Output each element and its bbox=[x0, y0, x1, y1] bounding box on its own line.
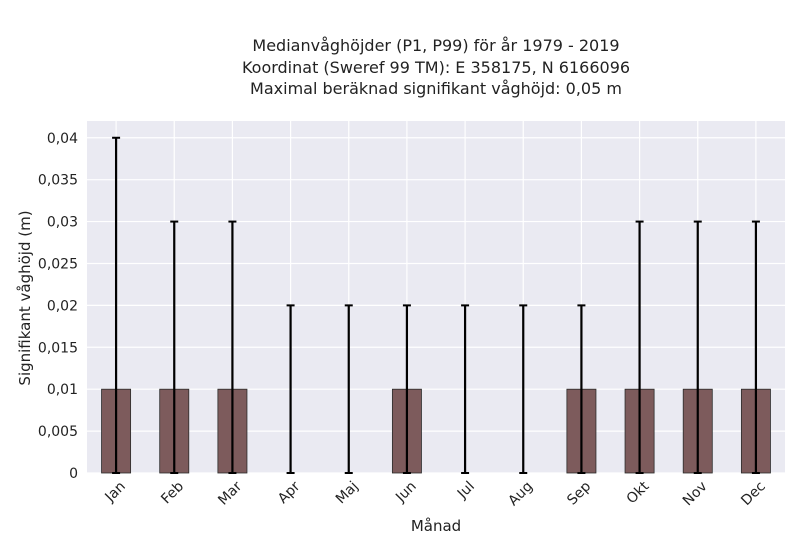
x-tick-label: Jan bbox=[102, 479, 129, 506]
y-tick-label: 0,015 bbox=[38, 340, 78, 356]
x-tick-label: Nov bbox=[680, 479, 711, 510]
x-tick-label: Aug bbox=[505, 479, 536, 510]
title-line-3: Maximal beräknad signifikant våghöjd: 0,… bbox=[250, 79, 622, 98]
x-tick-label: Sep bbox=[564, 478, 594, 508]
x-tick-label: Jul bbox=[454, 479, 478, 503]
y-tick-label: 0,005 bbox=[38, 424, 78, 440]
x-tick-label: Apr bbox=[275, 478, 304, 507]
error-bar bbox=[402, 304, 411, 474]
error-bar bbox=[693, 220, 702, 474]
error-bar bbox=[577, 304, 586, 474]
x-tick-label: Maj bbox=[333, 479, 362, 508]
x-tick-label: Jun bbox=[392, 479, 419, 506]
error-bar bbox=[228, 220, 237, 474]
title-line-2: Koordinat (Sweref 99 TM): E 358175, N 61… bbox=[242, 58, 630, 77]
y-tick-label: 0,04 bbox=[47, 131, 78, 147]
error-bar bbox=[112, 136, 121, 474]
x-tick-label: Dec bbox=[738, 479, 768, 509]
y-tick-label: 0,025 bbox=[38, 256, 78, 272]
y-axis-label: Signifikant våghöjd (m) bbox=[16, 210, 34, 385]
y-tick-label: 0 bbox=[69, 466, 78, 482]
error-bar-series bbox=[112, 136, 760, 474]
error-bar bbox=[344, 304, 353, 474]
y-tick-label: 0,035 bbox=[38, 173, 78, 189]
y-tick-label: 0,03 bbox=[47, 215, 78, 231]
chart-title: Medianvåghöjder (P1, P99) för år 1979 - … bbox=[242, 36, 630, 98]
y-gridlines bbox=[87, 137, 785, 474]
error-bar bbox=[635, 220, 644, 474]
x-tick-label: Feb bbox=[158, 478, 187, 507]
error-bar bbox=[170, 220, 179, 474]
error-bar bbox=[286, 304, 295, 474]
plot-area bbox=[87, 121, 785, 473]
y-tick-label: 0,02 bbox=[47, 298, 78, 314]
error-bar bbox=[751, 220, 760, 474]
error-bar bbox=[461, 304, 470, 474]
x-tick-label: Okt bbox=[624, 478, 653, 507]
y-axis-tick-labels: 0 0,005 0,01 0,015 0,02 0,025 0,03 0,035 0,04 bbox=[38, 131, 78, 482]
title-line-1: Medianvåghöjder (P1, P99) för år 1979 - … bbox=[252, 36, 619, 55]
x-axis-label: Månad bbox=[411, 517, 461, 535]
x-axis-tick-labels: Jan Feb Mar Apr Maj Jun Jul Aug Sep Okt Nov Dec bbox=[102, 478, 769, 509]
y-tick-label: 0,01 bbox=[47, 382, 78, 398]
error-bar bbox=[519, 304, 528, 474]
x-tick-label: Mar bbox=[215, 478, 245, 508]
